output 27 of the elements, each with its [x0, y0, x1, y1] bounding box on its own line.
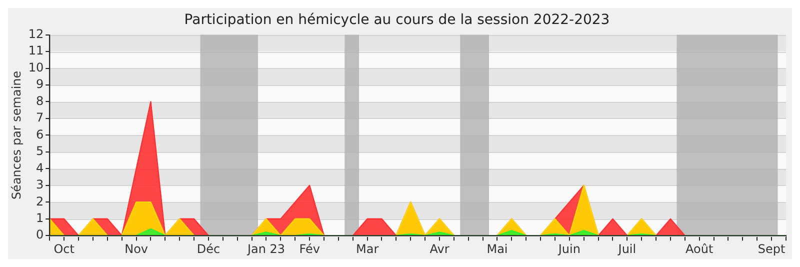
y-tick-label: 9 [36, 77, 44, 92]
x-tick-label: Avr [430, 242, 450, 256]
x-tick-label: Juin [557, 242, 580, 256]
y-tick-label: 1 [36, 210, 44, 225]
x-tick-label: Mai [486, 242, 508, 256]
x-tick-label: Déc [196, 242, 220, 256]
y-axis-title: Séances par semaine [9, 70, 24, 200]
x-tick-label: Mar [356, 242, 379, 256]
x-tick-label: Nov [124, 242, 148, 256]
y-tick-label: 11 [28, 44, 44, 58]
x-tick-label: Juil [617, 242, 636, 256]
x-tick-label: Fév [299, 242, 320, 256]
x-tick-label: Août [686, 242, 714, 256]
y-tick-label: 12 [28, 26, 44, 41]
y-tick-label: 5 [36, 144, 44, 158]
y-tick-label: 0 [36, 228, 44, 242]
x-tick-label: Jan 23 [246, 242, 286, 256]
y-tick-label: 8 [36, 94, 44, 108]
y-tick-label: 10 [28, 60, 44, 74]
x-tick-label: Oct [54, 242, 75, 256]
x-tick-label: Sept [758, 242, 786, 256]
y-tick-label: 7 [36, 110, 44, 125]
y-tick-label: 2 [36, 194, 44, 208]
y-tick-label: 3 [36, 178, 44, 192]
y-tick-label: 4 [36, 160, 44, 175]
y-tick-label: 6 [36, 127, 44, 142]
chart-title: Participation en hémicycle au cours de la session 2022-2023 [184, 12, 610, 28]
